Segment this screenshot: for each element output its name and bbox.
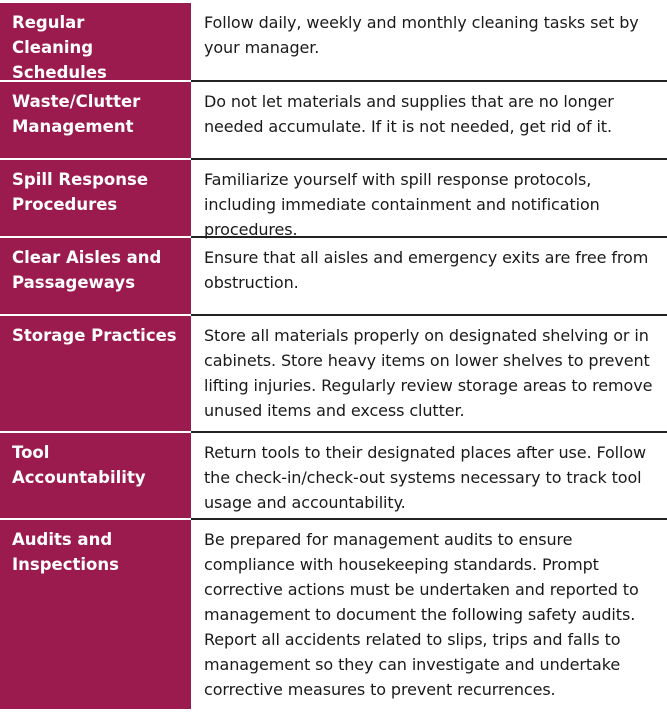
row-description: Do not let materials and supplies that a… xyxy=(191,82,667,160)
table-row: Audits and Inspections Be prepared for m… xyxy=(0,520,667,709)
table-row: Tool Accountability Return tools to thei… xyxy=(0,433,667,520)
table-row: Waste/Clutter Management Do not let mate… xyxy=(0,82,667,160)
row-term: Spill Response Procedures xyxy=(0,160,191,238)
row-description: Familiarize yourself with spill response… xyxy=(191,160,667,239)
row-term: Tool Accountability xyxy=(0,433,191,520)
table-row: Spill Response Procedures Familiarize yo… xyxy=(0,160,667,239)
row-term: Waste/Clutter Management xyxy=(0,82,191,160)
table-row: Regular Cleaning Schedules Follow daily,… xyxy=(0,3,667,82)
row-description: Follow daily, weekly and monthly cleanin… xyxy=(191,3,667,82)
row-term: Clear Aisles and Passageways xyxy=(0,238,191,316)
housekeeping-table: Regular Cleaning Schedules Follow daily,… xyxy=(0,3,667,709)
row-description: Be prepared for management audits to ens… xyxy=(204,530,639,699)
row-description: Return tools to their designated places … xyxy=(191,433,667,520)
row-term: Regular Cleaning Schedules xyxy=(0,3,191,82)
table-row: Clear Aisles and Passageways Ensure that… xyxy=(0,238,667,316)
row-description: Ensure that all aisles and emergency exi… xyxy=(191,238,667,316)
row-term: Storage Practices xyxy=(0,316,191,433)
row-description: Store all materials properly on designat… xyxy=(191,316,667,433)
row-term: Audits and Inspections xyxy=(0,520,191,709)
table-row: Storage Practices Store all materials pr… xyxy=(0,316,667,433)
